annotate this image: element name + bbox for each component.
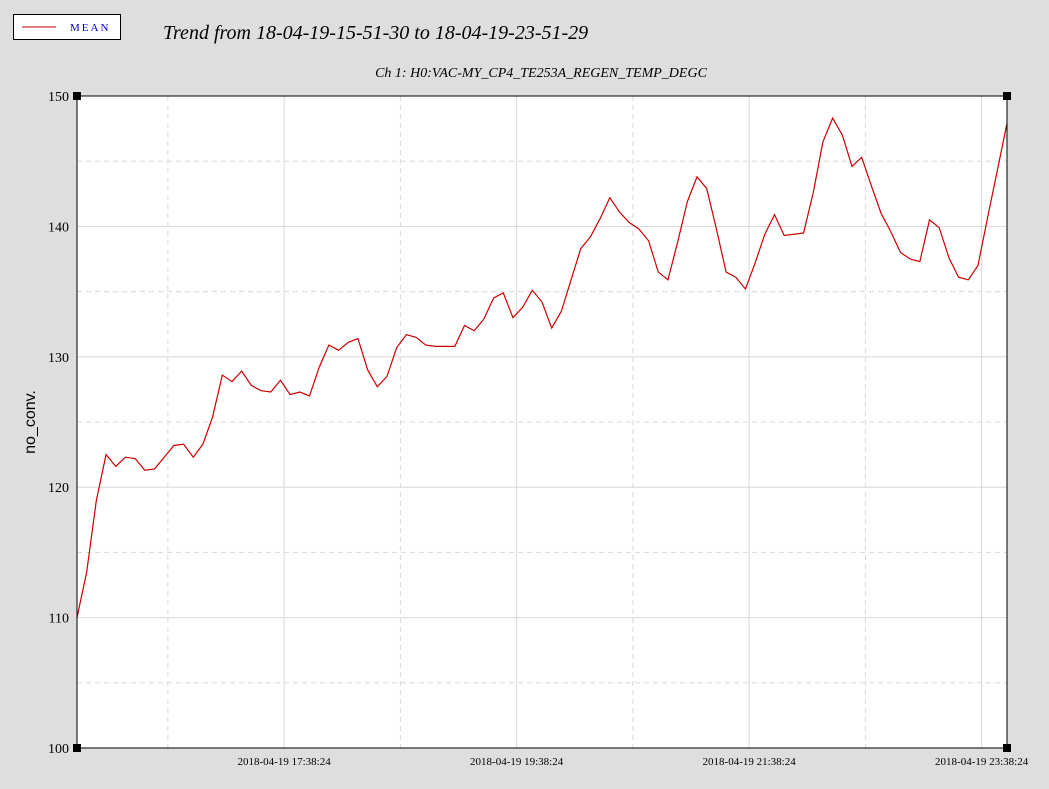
y-tick-label: 130 [48,351,69,366]
x-tick-label: 2018-04-19 19:38:24 [470,756,564,768]
y-axis-label: no_conv. [22,390,39,454]
y-tick-label: 150 [48,90,69,105]
data-line [76,116,1008,618]
x-tick-label: 2018-04-19 21:38:24 [703,756,797,768]
y-tick-label: 110 [49,612,69,627]
corner-marker [1003,92,1011,100]
x-tick-label: 2018-04-19 23:38:24 [935,756,1029,768]
chart-title: Trend from 18-04-19-15-51-30 to 18-04-19… [163,22,588,44]
corner-marker [73,744,81,752]
x-tick-label: 2018-04-19 17:38:24 [238,756,332,768]
plot-border [76,95,1008,749]
y-tick-label: 120 [48,481,69,496]
chart-subtitle: Ch 1: H0:VAC-MY_CP4_TE253A_REGEN_TEMP_DE… [375,66,707,81]
y-tick-label: 140 [48,220,69,235]
y-tick-label: 100 [48,742,69,757]
corner-marker [73,92,81,100]
legend-label: MEAN [70,22,110,34]
corner-marker [1003,744,1011,752]
